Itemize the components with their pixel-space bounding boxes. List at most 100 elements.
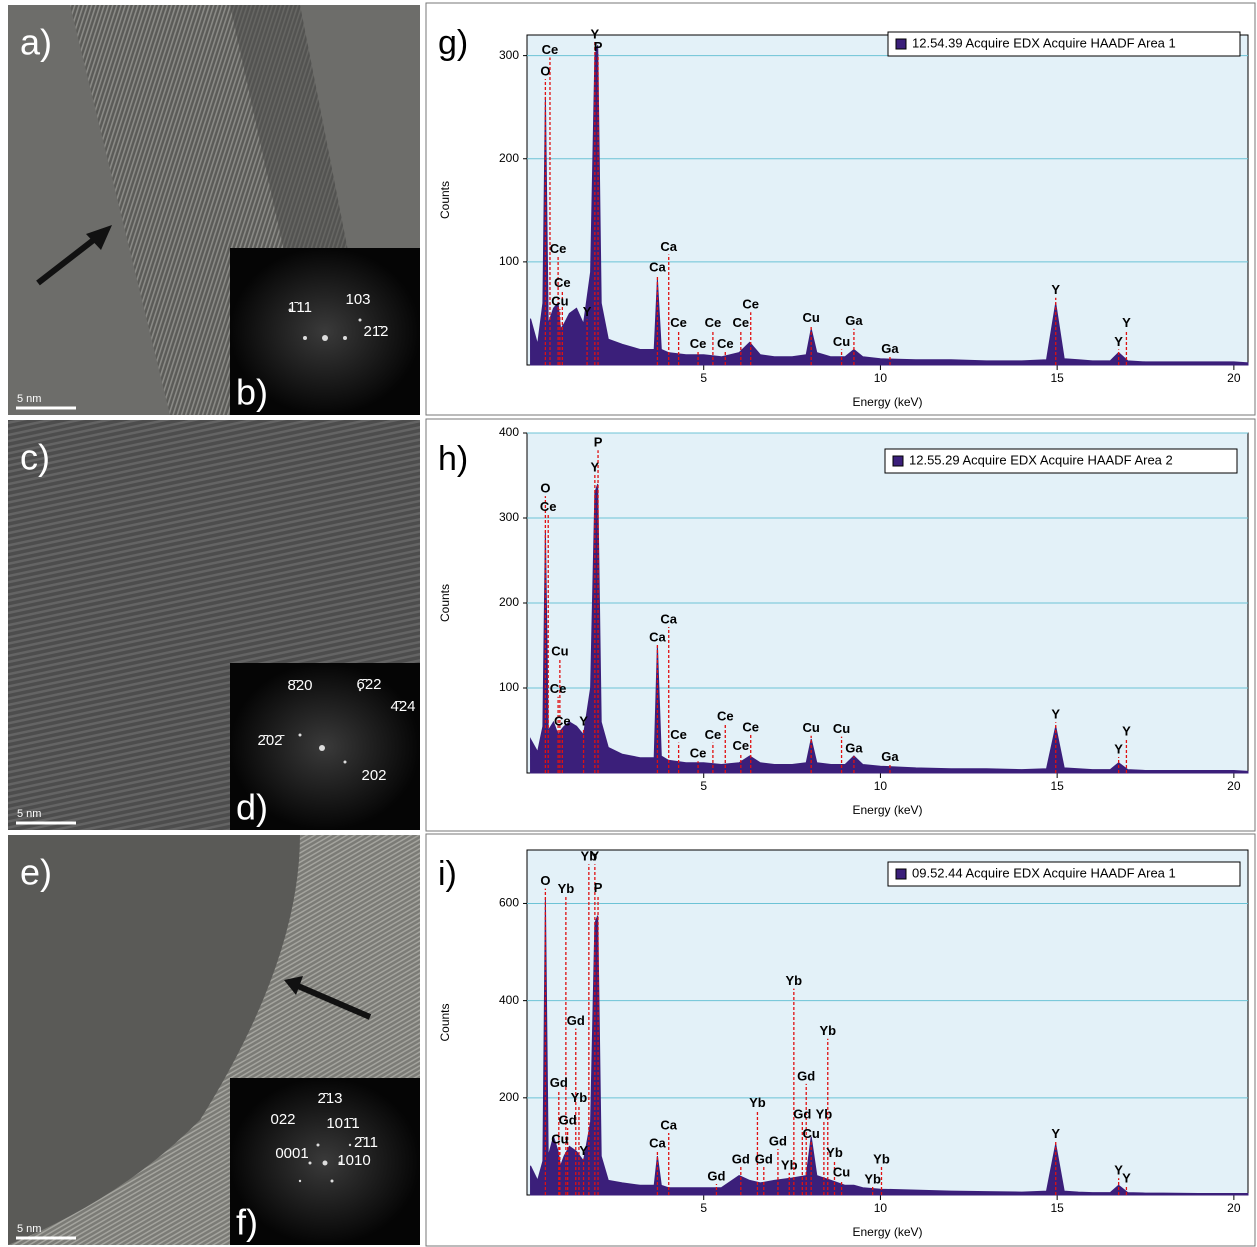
peak-label: Ce	[554, 713, 571, 728]
peak-label: Cu	[802, 720, 819, 735]
legend-swatch	[895, 868, 907, 880]
inset-letter: b)	[236, 372, 268, 413]
peak-label: Y	[1122, 724, 1131, 739]
fft-spots	[288, 308, 362, 1183]
spectrum	[529, 483, 1249, 774]
peak-label: Gd	[769, 1133, 787, 1148]
x-tick-label: 10	[874, 1201, 888, 1215]
miller-index: 103	[345, 291, 370, 308]
panel-letter: c)	[20, 437, 50, 478]
miller-index: 8̄20	[287, 677, 312, 694]
peak-label: Ca	[649, 629, 666, 644]
peak-label: Ce	[733, 738, 750, 753]
peak-label: Y	[1051, 707, 1060, 722]
y-axis-label: Counts	[438, 584, 452, 622]
peak-label: Y	[591, 459, 600, 474]
peak-label: Cu	[802, 310, 819, 325]
peak-label: P	[594, 435, 603, 450]
peak-label: Ga	[881, 341, 899, 356]
peak-label: O	[540, 64, 550, 79]
peak-label: Y	[1114, 334, 1123, 349]
peak-label: O	[540, 873, 550, 888]
peak-label: Cu	[551, 1132, 568, 1147]
spectrum	[530, 45, 1249, 366]
legend-swatch	[892, 455, 904, 467]
x-tick-label: 20	[1227, 1201, 1241, 1215]
legend-box	[887, 861, 1241, 887]
peak-label: Ce	[670, 727, 687, 742]
miller-index: 022	[270, 1111, 295, 1128]
peak-label: Ce	[542, 42, 559, 57]
x-tick-label: 20	[1227, 779, 1241, 793]
peak-label: Ce	[717, 336, 734, 351]
scale-bar-label: 5 nm	[17, 393, 41, 405]
panel-letter: h)	[438, 440, 468, 478]
peak-label: Y	[583, 304, 592, 319]
x-axis-label: Energy (keV)	[852, 1225, 922, 1239]
x-tick-label: 5	[700, 779, 707, 793]
peak-label: Y	[591, 849, 600, 864]
peak-label: Ce	[554, 275, 571, 290]
legend-box	[884, 448, 1238, 474]
peak-label: Y	[579, 713, 588, 728]
peak-label: Ce	[705, 315, 722, 330]
peak-label: Ce	[733, 315, 750, 330]
panel-letter: a)	[20, 22, 52, 63]
peak-label: Cu	[551, 294, 568, 309]
y-axis-label: Counts	[438, 1003, 452, 1041]
scale-bar-label: 5 nm	[17, 1223, 41, 1235]
y-tick-label: 200	[499, 151, 519, 165]
x-axis-label: Energy (keV)	[852, 803, 922, 817]
peak-label: Ce	[670, 315, 687, 330]
peak-label: Y	[591, 26, 600, 41]
peak-label: Gd	[755, 1151, 773, 1166]
peak-label: Ca	[649, 1135, 666, 1150]
peak-label: Ce	[550, 681, 567, 696]
peak-label: Y	[1122, 1170, 1131, 1185]
miller-index: 6̄22	[356, 676, 381, 693]
peak-label: Yb	[749, 1095, 766, 1110]
peak-label: Y	[1114, 741, 1123, 756]
peak-label: Yb	[826, 1145, 843, 1160]
peak-label: Ce	[742, 297, 759, 312]
x-tick-label: 15	[1050, 1201, 1064, 1215]
panel-letter: e)	[20, 852, 52, 893]
y-tick-label: 200	[499, 595, 519, 609]
legend-swatch	[895, 38, 907, 50]
peak-label: Ce	[742, 719, 759, 734]
peak-label: Cu	[802, 1126, 819, 1141]
peak-label: Yb	[786, 973, 803, 988]
y-tick-label: 100	[499, 254, 519, 268]
peak-label: Gd	[559, 1113, 577, 1128]
peak-label: Y	[1051, 1126, 1060, 1141]
peak-label: Ce	[550, 241, 567, 256]
y-tick-label: 600	[499, 896, 519, 910]
peak-label: Y	[1051, 282, 1060, 297]
panel-letter: g)	[438, 24, 468, 62]
peak-label: Gd	[567, 1013, 585, 1028]
y-tick-label: 100	[499, 680, 519, 694]
peak-label: Ga	[845, 313, 863, 328]
miller-index: 2̄13	[317, 1090, 342, 1107]
x-tick-label: 10	[874, 779, 888, 793]
peak-label: Ca	[660, 239, 677, 254]
miller-index: 21̄2	[363, 323, 388, 340]
x-tick-label: 20	[1227, 371, 1241, 385]
miller-index: 1̄11	[288, 299, 312, 316]
x-tick-label: 5	[700, 1201, 707, 1215]
y-tick-label: 400	[499, 425, 519, 439]
peak-label: Y	[1114, 1163, 1123, 1178]
miller-index: 202	[361, 767, 386, 784]
peak-label: P	[594, 39, 603, 54]
peak-label: Gd	[793, 1106, 811, 1121]
miller-index: 4̄24	[390, 698, 415, 715]
peak-label: Ce	[690, 336, 707, 351]
peak-label: Cu	[833, 1165, 850, 1180]
fft-inset	[230, 663, 420, 830]
peak-label: Yb	[581, 849, 598, 864]
peak-label: Ce	[540, 499, 557, 514]
miller-index: 2̄02̄	[257, 732, 284, 749]
peak-label: Gd	[797, 1068, 815, 1083]
peak-label: Yb	[873, 1151, 890, 1166]
peak-label: Y	[1122, 315, 1131, 330]
